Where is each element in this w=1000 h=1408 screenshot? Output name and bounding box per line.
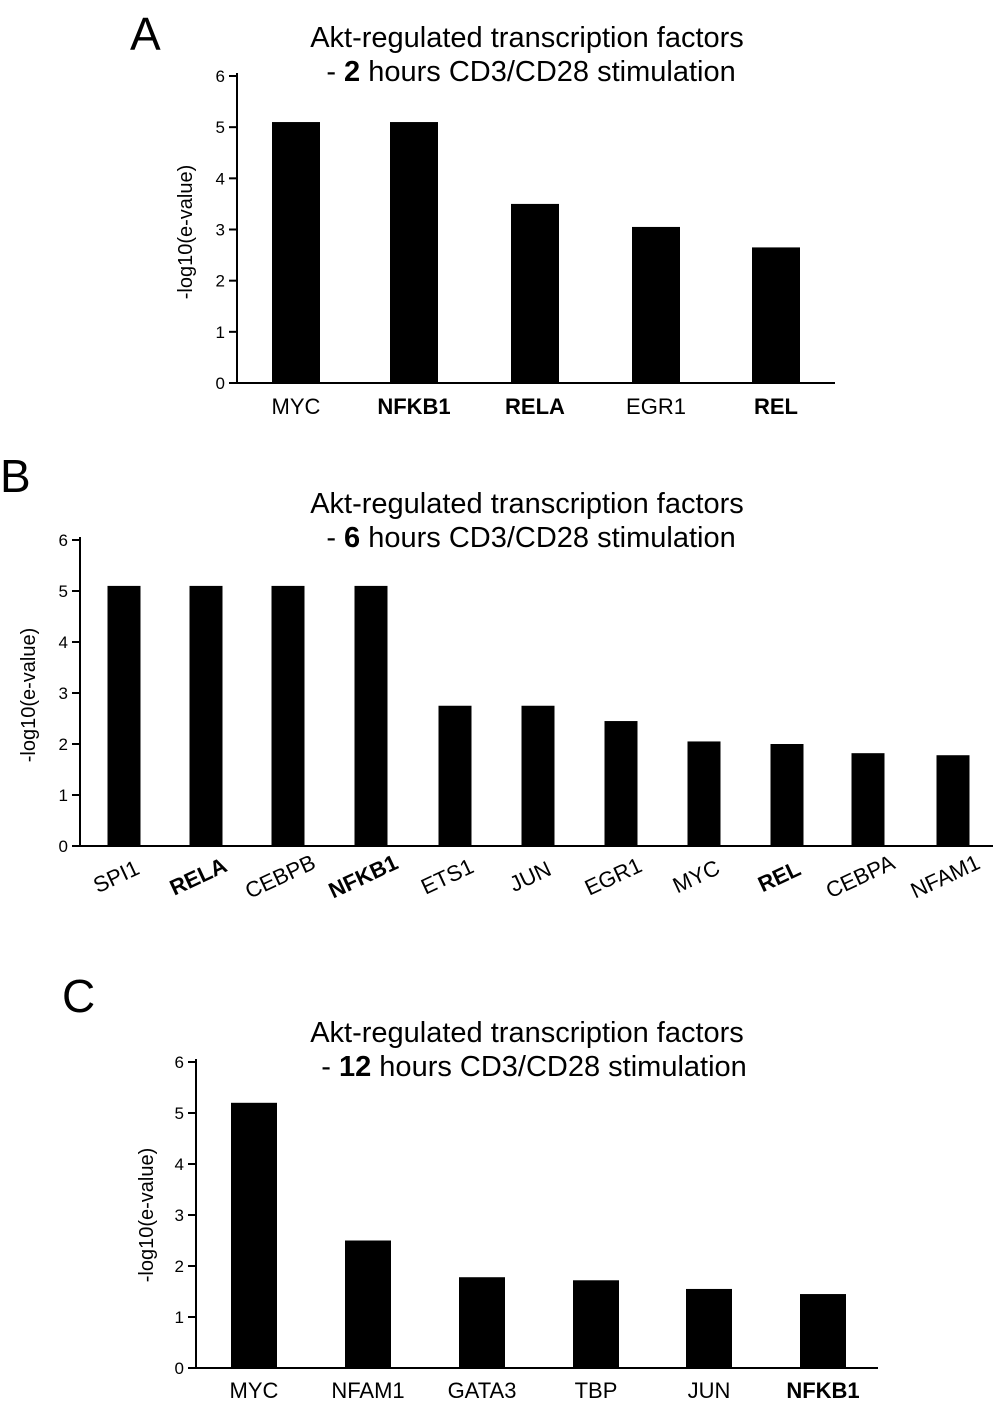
panel-a-title-2-suffix: hours CD3/CD28 stimulation [360,56,736,88]
panel-c-title-1-suffix: Akt-regulated transcription factors [310,1017,744,1049]
panel-a-x-label-rela: RELA [505,394,565,419]
panel-a-y-axis-label: -log10(e-value) [175,165,197,300]
panel-a-y-tick-label: 4 [216,169,225,188]
panel-a-bar-egr1 [632,226,680,383]
panel-b-x-label-cebpa: CEBPA [822,850,899,904]
panel-c-title-2-prefix: - [313,1051,339,1083]
panel-b-bar-ets1 [438,705,472,846]
panel-b-x-label-spi1: SPI1 [89,855,143,898]
panel-b-bar-rela [189,585,223,846]
panel-b-title-2-suffix: hours CD3/CD28 stimulation [360,522,736,554]
panel-b-title-1-suffix: Akt-regulated transcription factors [310,488,744,520]
panel-c-title-2-suffix: hours CD3/CD28 stimulation [371,1051,747,1083]
panel-c-y-tick-label: 0 [175,1359,184,1378]
panel-b-bar-cebpb [271,585,305,846]
panel-c-y-tick-label: 3 [175,1206,184,1225]
panel-a-title-2-prefix: - [318,56,344,88]
panel-a-y-tick-label: 6 [216,67,225,86]
panel-c-x-label-gata3: GATA3 [448,1378,517,1403]
panel-a-plot: 0 1 2 3 4 5 6 MYC NFKB1 RELA EGR1 REL [216,67,835,419]
panel-b-x-label-rela: RELA [166,852,231,900]
panel-a-bar-rela [511,203,559,383]
panel-a-y-tick-label: 1 [216,323,225,342]
panel-b-y-tick-label: 1 [59,786,68,805]
panel-b-bar-nfkb1 [354,585,388,846]
panel-a: A Akt-regulated transcription factors - … [130,8,835,419]
panel-b-y-tick-label: 2 [59,735,68,754]
panel-c-bar-gata3 [459,1277,505,1368]
panel-c-bar-tbp [573,1280,619,1368]
panel-b-x-label-nfkb1: NFKB1 [325,850,402,904]
panel-a-title-1-suffix: Akt-regulated transcription factors [310,22,744,54]
panel-b-bar-cebpa [851,753,885,846]
panel-b-x-label-jun: JUN [506,856,555,897]
panel-c-bar-myc [231,1102,277,1368]
panel-c-y-tick-label: 5 [175,1104,184,1123]
panel-a-y-tick-label: 5 [216,118,225,137]
panel-c-x-label-nfam1: NFAM1 [331,1378,404,1403]
panel-b-x-label-nfam1: NFAM1 [907,850,984,904]
panel-a-y-tick-label: 0 [216,374,225,393]
panel-b-y-axis-label: -log10(e-value) [18,628,40,763]
panel-a-x-label-nfkb1: NFKB1 [377,394,450,419]
panel-b-bar-nfam1 [936,755,970,846]
panel-a-title-2-bold: 2 [344,56,360,88]
panel-c-bar-nfam1 [345,1240,391,1368]
panel-c-bar-jun [686,1288,732,1368]
panel-b-x-label-egr1: EGR1 [581,852,646,900]
panel-c-y-tick-label: 4 [175,1155,184,1174]
panel-c-y-tick-label: 6 [175,1053,184,1072]
panel-letter-b: B [0,450,31,502]
panel-c-x-label-tbp: TBP [575,1378,618,1403]
panel-c-y-tick-label: 1 [175,1308,184,1327]
panel-a-bar-rel [752,247,800,383]
panel-letter-a: A [130,8,161,60]
panel-a-x-label-myc: MYC [272,394,321,419]
panel-c-title-line-1: Akt-regulated transcription factors [310,1017,744,1049]
panel-letter-c: C [62,970,95,1022]
panel-a-y-tick-label: 3 [216,221,225,240]
panel-c-bar-nfkb1 [800,1294,846,1368]
panel-b: B Akt-regulated transcription factors - … [0,450,993,904]
panel-b-y-tick-label: 0 [59,837,68,856]
panel-b-title-line-2: - 6 hours CD3/CD28 stimulation [318,522,735,554]
panel-a-title-line-2: - 2 hours CD3/CD28 stimulation [318,56,735,88]
panel-a-x-label-rel: REL [754,394,798,419]
panel-c-title-2-bold: 12 [339,1051,371,1083]
panel-b-plot: 0 1 2 3 4 5 6 SPI1 RELA CEBPB NFKB1 ETS1 JUN EGR1 MYC R… [59,531,993,904]
panel-b-bar-spi1 [107,585,141,846]
panel-b-x-label-rel: REL [754,856,804,897]
panel-b-x-label-ets1: ETS1 [417,853,477,899]
panel-b-title-line-1: Akt-regulated transcription factors [310,488,744,520]
panel-c: C Akt-regulated transcription factors - … [62,970,878,1403]
panel-b-bar-myc [687,741,721,846]
panel-a-title-line-1: Akt-regulated transcription factors [310,22,744,54]
panel-b-bar-rel [770,744,804,846]
panel-b-title-2-prefix: - [318,522,344,554]
panel-c-x-label-nfkb1: NFKB1 [786,1378,859,1403]
panel-b-title-2-bold: 6 [344,522,360,554]
panel-b-x-label-cebpb: CEBPB [241,849,319,903]
panel-a-bar-myc [272,122,320,384]
panel-a-y-tick-label: 2 [216,272,225,291]
panel-a-x-label-egr1: EGR1 [626,394,686,419]
panel-b-bar-egr1 [604,721,638,846]
panel-c-y-axis-label: -log10(e-value) [136,1148,158,1283]
panel-b-x-label-myc: MYC [669,855,724,898]
panel-b-y-tick-label: 3 [59,684,68,703]
panel-b-y-tick-label: 5 [59,582,68,601]
panel-c-y-tick-label: 2 [175,1257,184,1276]
panel-a-bar-nfkb1 [390,122,438,384]
panel-b-y-tick-label: 6 [59,531,68,550]
panel-b-bar-jun [521,705,555,846]
panel-c-title-line-2: - 12 hours CD3/CD28 stimulation [313,1051,747,1083]
panel-c-x-label-myc: MYC [230,1378,279,1403]
panel-c-x-label-jun: JUN [688,1378,731,1403]
panel-b-y-tick-label: 4 [59,633,68,652]
